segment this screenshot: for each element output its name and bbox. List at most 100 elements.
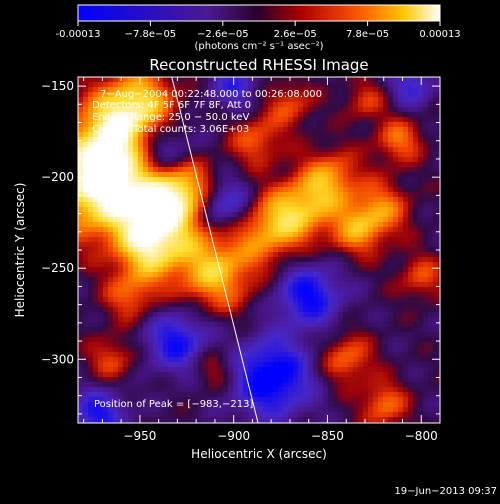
heatmap-cell — [163, 147, 169, 153]
heatmap-cell — [398, 172, 404, 178]
heatmap-cell — [178, 282, 184, 288]
heatmap-cell — [308, 147, 314, 153]
heatmap-cell — [188, 327, 194, 333]
heatmap-cell — [253, 397, 259, 403]
heatmap-cell — [143, 252, 149, 258]
heatmap-cell — [123, 182, 129, 188]
heatmap-cell — [103, 82, 109, 88]
heatmap-cell — [243, 387, 249, 393]
heatmap-cell — [273, 332, 279, 338]
heatmap-cell — [268, 277, 274, 283]
heatmap-cell — [278, 107, 284, 113]
heatmap-cell — [258, 117, 264, 123]
heatmap-cell — [298, 172, 304, 178]
heatmap-cell — [308, 272, 314, 278]
heatmap-cell — [293, 172, 299, 178]
heatmap-cell — [88, 342, 94, 348]
heatmap-cell — [303, 187, 309, 193]
heatmap-cell — [283, 157, 289, 163]
heatmap-cell — [198, 167, 204, 173]
heatmap-cell — [263, 222, 269, 228]
heatmap-cell — [333, 237, 339, 243]
heatmap-cell — [183, 212, 189, 218]
heatmap-cell — [158, 377, 164, 383]
heatmap-cell — [83, 342, 89, 348]
heatmap-cell — [393, 272, 399, 278]
heatmap-cell — [168, 222, 174, 228]
heatmap-cell — [363, 387, 369, 393]
heatmap-cell — [393, 267, 399, 273]
heatmap-cell — [348, 157, 354, 163]
heatmap-cell — [283, 347, 289, 353]
heatmap-cell — [198, 417, 204, 423]
heatmap-cell — [403, 247, 409, 253]
heatmap-cell — [373, 77, 379, 83]
heatmap-cell — [318, 367, 324, 373]
heatmap-cell — [93, 367, 99, 373]
heatmap-cell — [143, 137, 149, 143]
heatmap-cell — [168, 242, 174, 248]
heatmap-cell — [128, 307, 134, 313]
heatmap-cell — [383, 347, 389, 353]
heatmap-cell — [243, 167, 249, 173]
heatmap-cell — [358, 337, 364, 343]
heatmap-cell — [118, 142, 124, 148]
heatmap-cell — [388, 317, 394, 323]
heatmap-cell — [98, 137, 104, 143]
heatmap-cell — [198, 257, 204, 263]
heatmap-cell — [283, 337, 289, 343]
heatmap-cell — [328, 297, 334, 303]
heatmap-cell — [263, 252, 269, 258]
heatmap-cell — [378, 387, 384, 393]
heatmap-cell — [333, 357, 339, 363]
heatmap-cell — [133, 227, 139, 233]
heatmap-cell — [188, 137, 194, 143]
heatmap-cell — [388, 327, 394, 333]
heatmap-cell — [328, 412, 334, 418]
heatmap-cell — [208, 297, 214, 303]
heatmap-cell — [163, 232, 169, 238]
heatmap-cell — [248, 282, 254, 288]
heatmap-cell — [223, 222, 229, 228]
heatmap-cell — [383, 197, 389, 203]
heatmap-cell — [188, 187, 194, 193]
heatmap-cell — [143, 202, 149, 208]
heatmap-cell — [323, 232, 329, 238]
heatmap-cell — [318, 402, 324, 408]
heatmap-cell — [388, 162, 394, 168]
heatmap-cell — [293, 367, 299, 373]
heatmap-cell — [138, 362, 144, 368]
heatmap-cell — [133, 77, 139, 83]
heatmap-cell — [118, 277, 124, 283]
heatmap-cell — [148, 412, 154, 418]
heatmap-cell — [123, 157, 129, 163]
heatmap-cell — [98, 347, 104, 353]
heatmap-cell — [93, 157, 99, 163]
heatmap-cell — [328, 367, 334, 373]
heatmap-cell — [408, 137, 414, 143]
colorbar-tick-label: 7.8e−05 — [346, 29, 389, 40]
heatmap-cell — [78, 402, 84, 408]
heatmap-cell — [113, 417, 119, 423]
heatmap-cell — [333, 132, 339, 138]
heatmap-cell — [158, 247, 164, 253]
heatmap-cell — [373, 167, 379, 173]
heatmap-cell — [358, 122, 364, 128]
heatmap-cell — [388, 302, 394, 308]
heatmap-cell — [293, 207, 299, 213]
heatmap-cell — [93, 197, 99, 203]
heatmap-cell — [98, 277, 104, 283]
heatmap-cell — [388, 247, 394, 253]
heatmap-cell — [358, 157, 364, 163]
heatmap-cell — [233, 352, 239, 358]
heatmap-cell — [383, 102, 389, 108]
heatmap-cell — [208, 262, 214, 268]
heatmap-cell — [203, 417, 209, 423]
heatmap-cell — [363, 237, 369, 243]
heatmap-cell — [193, 367, 199, 373]
heatmap-cell — [423, 412, 429, 418]
heatmap-cell — [333, 277, 339, 283]
heatmap-cell — [258, 287, 264, 293]
heatmap-cell — [378, 152, 384, 158]
heatmap-cell — [403, 337, 409, 343]
